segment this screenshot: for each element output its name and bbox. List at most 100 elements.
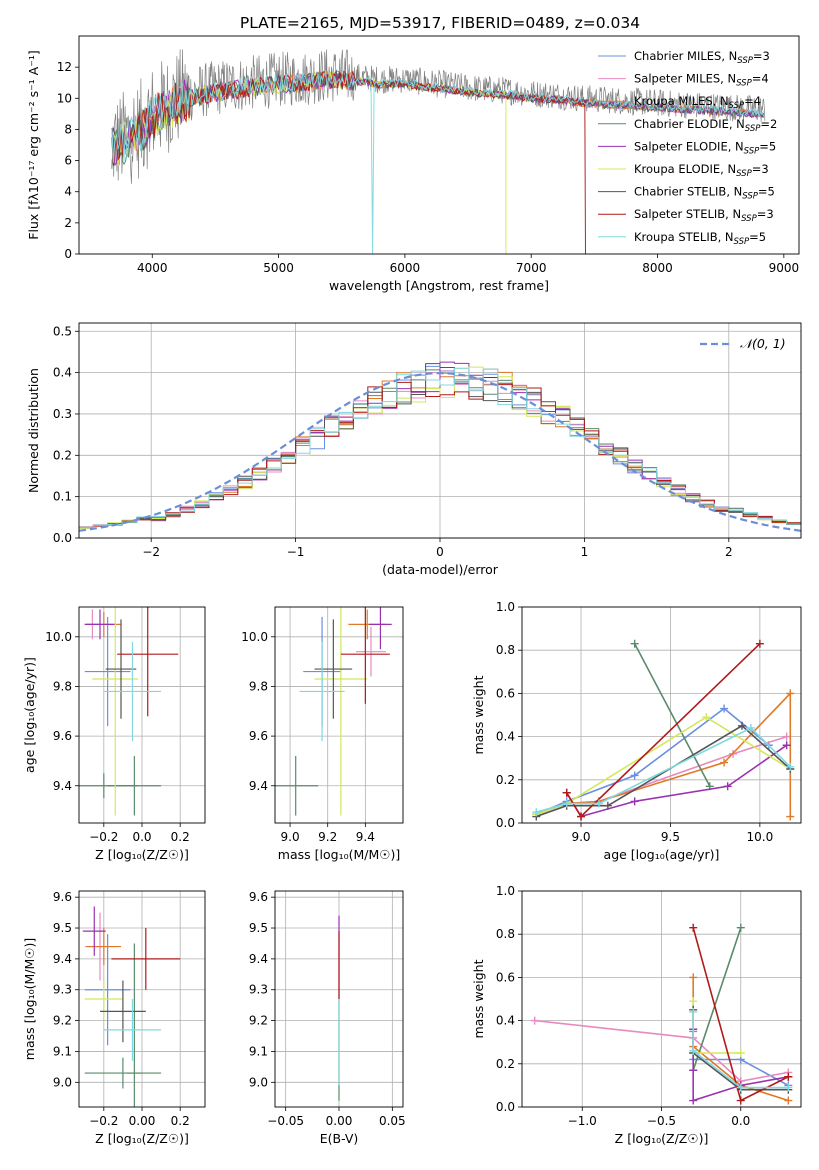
plot-area	[275, 607, 403, 823]
weight-marker	[689, 1096, 698, 1105]
y-tick-label: 9.6	[249, 890, 268, 904]
errorbar-point	[100, 980, 146, 1043]
panel-weight_vs_Z: −1.0 −0.5 0.0 0.0 0.2 0.4 0.6 0.8 1.0 Z [log₁₀(Z/…	[471, 884, 802, 1146]
x-axis-label: age [log₁₀(age/yr)]	[604, 847, 720, 862]
legend-entry: Salpeter ELODIE, NSSP=5	[634, 139, 776, 156]
errorbar-point	[314, 607, 368, 816]
y-axis-label: mass weight	[471, 959, 486, 1038]
x-tick-label: 8000	[642, 261, 673, 275]
legend-value: =5	[759, 139, 776, 153]
legend-value: =4	[752, 72, 769, 86]
legend-entry: Kroupa MILES, NSSP=4	[634, 94, 761, 111]
y-tick-label: 9.3	[249, 983, 268, 997]
weight-marker	[630, 639, 639, 648]
x-axis-label: wavelength [Angstrom, rest frame]	[329, 278, 549, 293]
y-tick-label: 2	[64, 216, 72, 230]
weight-marker	[630, 797, 639, 806]
weight-marker	[689, 1007, 698, 1016]
legend-subscript: SSP	[729, 101, 745, 111]
y-tick-label: 10	[57, 91, 72, 105]
y-tick-label: 4	[64, 185, 72, 199]
weight-marker	[746, 723, 755, 732]
weight-marker	[689, 1046, 698, 1055]
weight-line	[536, 716, 791, 816]
weight-lines	[532, 639, 795, 821]
axes-frame	[78, 35, 800, 255]
weight-marker	[530, 1016, 539, 1025]
legend-subscript: SSP	[736, 79, 752, 89]
plot-content	[275, 607, 392, 816]
errorbar-point	[299, 641, 345, 742]
x-axis-label: Z [log₁₀(Z/Z☉)]	[95, 847, 189, 862]
x-tick-label: 2	[725, 545, 733, 559]
errorbar-point	[117, 607, 179, 717]
histograms	[79, 361, 801, 532]
weight-marker	[786, 812, 795, 821]
legend-entry: 𝒩(0, 1)	[740, 336, 786, 351]
x-tick-label: 0.00	[326, 1114, 353, 1128]
x-tick-label: 9.4	[356, 830, 375, 844]
y-tick-label: 9.0	[53, 1075, 72, 1089]
panel-weight_vs_age: 9.0 9.5 10.0 0.0 0.2 0.4 0.6 0.8 1.0 age [log₁₀(a…	[471, 600, 802, 862]
errorbar-point	[103, 999, 162, 1061]
y-tick-label: 9.6	[53, 890, 72, 904]
x-tick-label: 10.0	[747, 830, 774, 844]
panel-residuals: −2 −1 0 1 2 0.0 0.1 0.2 0.3 0.4 0.5 (data-model)/er…	[26, 322, 802, 577]
weight-marker	[689, 923, 698, 932]
weight-marker	[784, 1083, 793, 1092]
y-tick-label: 0.6	[496, 686, 515, 700]
plot-content	[79, 607, 179, 816]
x-tick-label: 1	[581, 545, 589, 559]
y-tick-label: 0.2	[53, 448, 72, 462]
legend-entry: Chabrier ELODIE, NSSP=2	[634, 117, 777, 134]
weight-marker	[532, 808, 541, 817]
y-tick-label: 10.0	[241, 630, 268, 644]
y-tick-label: 9.8	[53, 679, 72, 693]
weight-marker	[755, 639, 764, 648]
weight-marker	[720, 704, 729, 713]
weight-marker	[630, 771, 639, 780]
legend-value: =3	[752, 162, 769, 176]
legend-label: Chabrier MILES, N	[634, 49, 737, 63]
chart-layer: 4000 5000 6000 7000 8000 9000024681012wavelen…	[22, 35, 802, 1146]
legend-subscript: SSP	[745, 124, 761, 134]
x-axis-label: E(B-V)	[320, 1131, 359, 1146]
legend-label: Salpeter STELIB, N	[634, 207, 741, 221]
weight-marker	[562, 788, 571, 797]
y-tick-label: 9.2	[53, 1014, 72, 1028]
y-tick-label: 0.8	[496, 927, 515, 941]
errorbars	[79, 607, 179, 816]
y-tick-label: 9.5	[249, 921, 268, 935]
y-tick-label: 0.0	[496, 1100, 515, 1114]
weight-line	[633, 643, 711, 787]
legend-label: Chabrier STELIB, N	[634, 185, 742, 199]
y-tick-label: 9.8	[249, 679, 268, 693]
x-tick-label: 4000	[137, 261, 168, 275]
y-tick-label: 0.5	[53, 324, 72, 338]
y-axis-label: Normed distribution	[26, 368, 41, 493]
y-tick-label: 9.3	[53, 983, 72, 997]
y-tick-label: 0.4	[53, 366, 72, 380]
x-tick-label: −1	[287, 545, 305, 559]
x-tick-label: −0.2	[89, 830, 118, 844]
x-tick-label: −2	[142, 545, 160, 559]
y-tick-label: 0.6	[496, 970, 515, 984]
errorbar-point	[340, 607, 390, 704]
weight-marker	[603, 801, 612, 810]
legend-value: =5	[758, 185, 775, 199]
errorbar-point	[369, 607, 392, 650]
legend-entry: Chabrier MILES, NSSP=3	[634, 49, 770, 66]
weight-marker	[782, 732, 791, 741]
errorbars	[82, 906, 181, 1107]
weight-marker	[594, 799, 603, 808]
weight-marker	[723, 782, 732, 791]
plot-content	[530, 923, 793, 1105]
model-spectrum-line	[111, 69, 765, 254]
y-tick-label: 0.4	[496, 730, 515, 744]
histogram-series	[79, 367, 801, 529]
y-tick-label: 9.1	[53, 1044, 72, 1058]
weight-marker	[577, 812, 586, 821]
plot-content	[111, 49, 766, 254]
